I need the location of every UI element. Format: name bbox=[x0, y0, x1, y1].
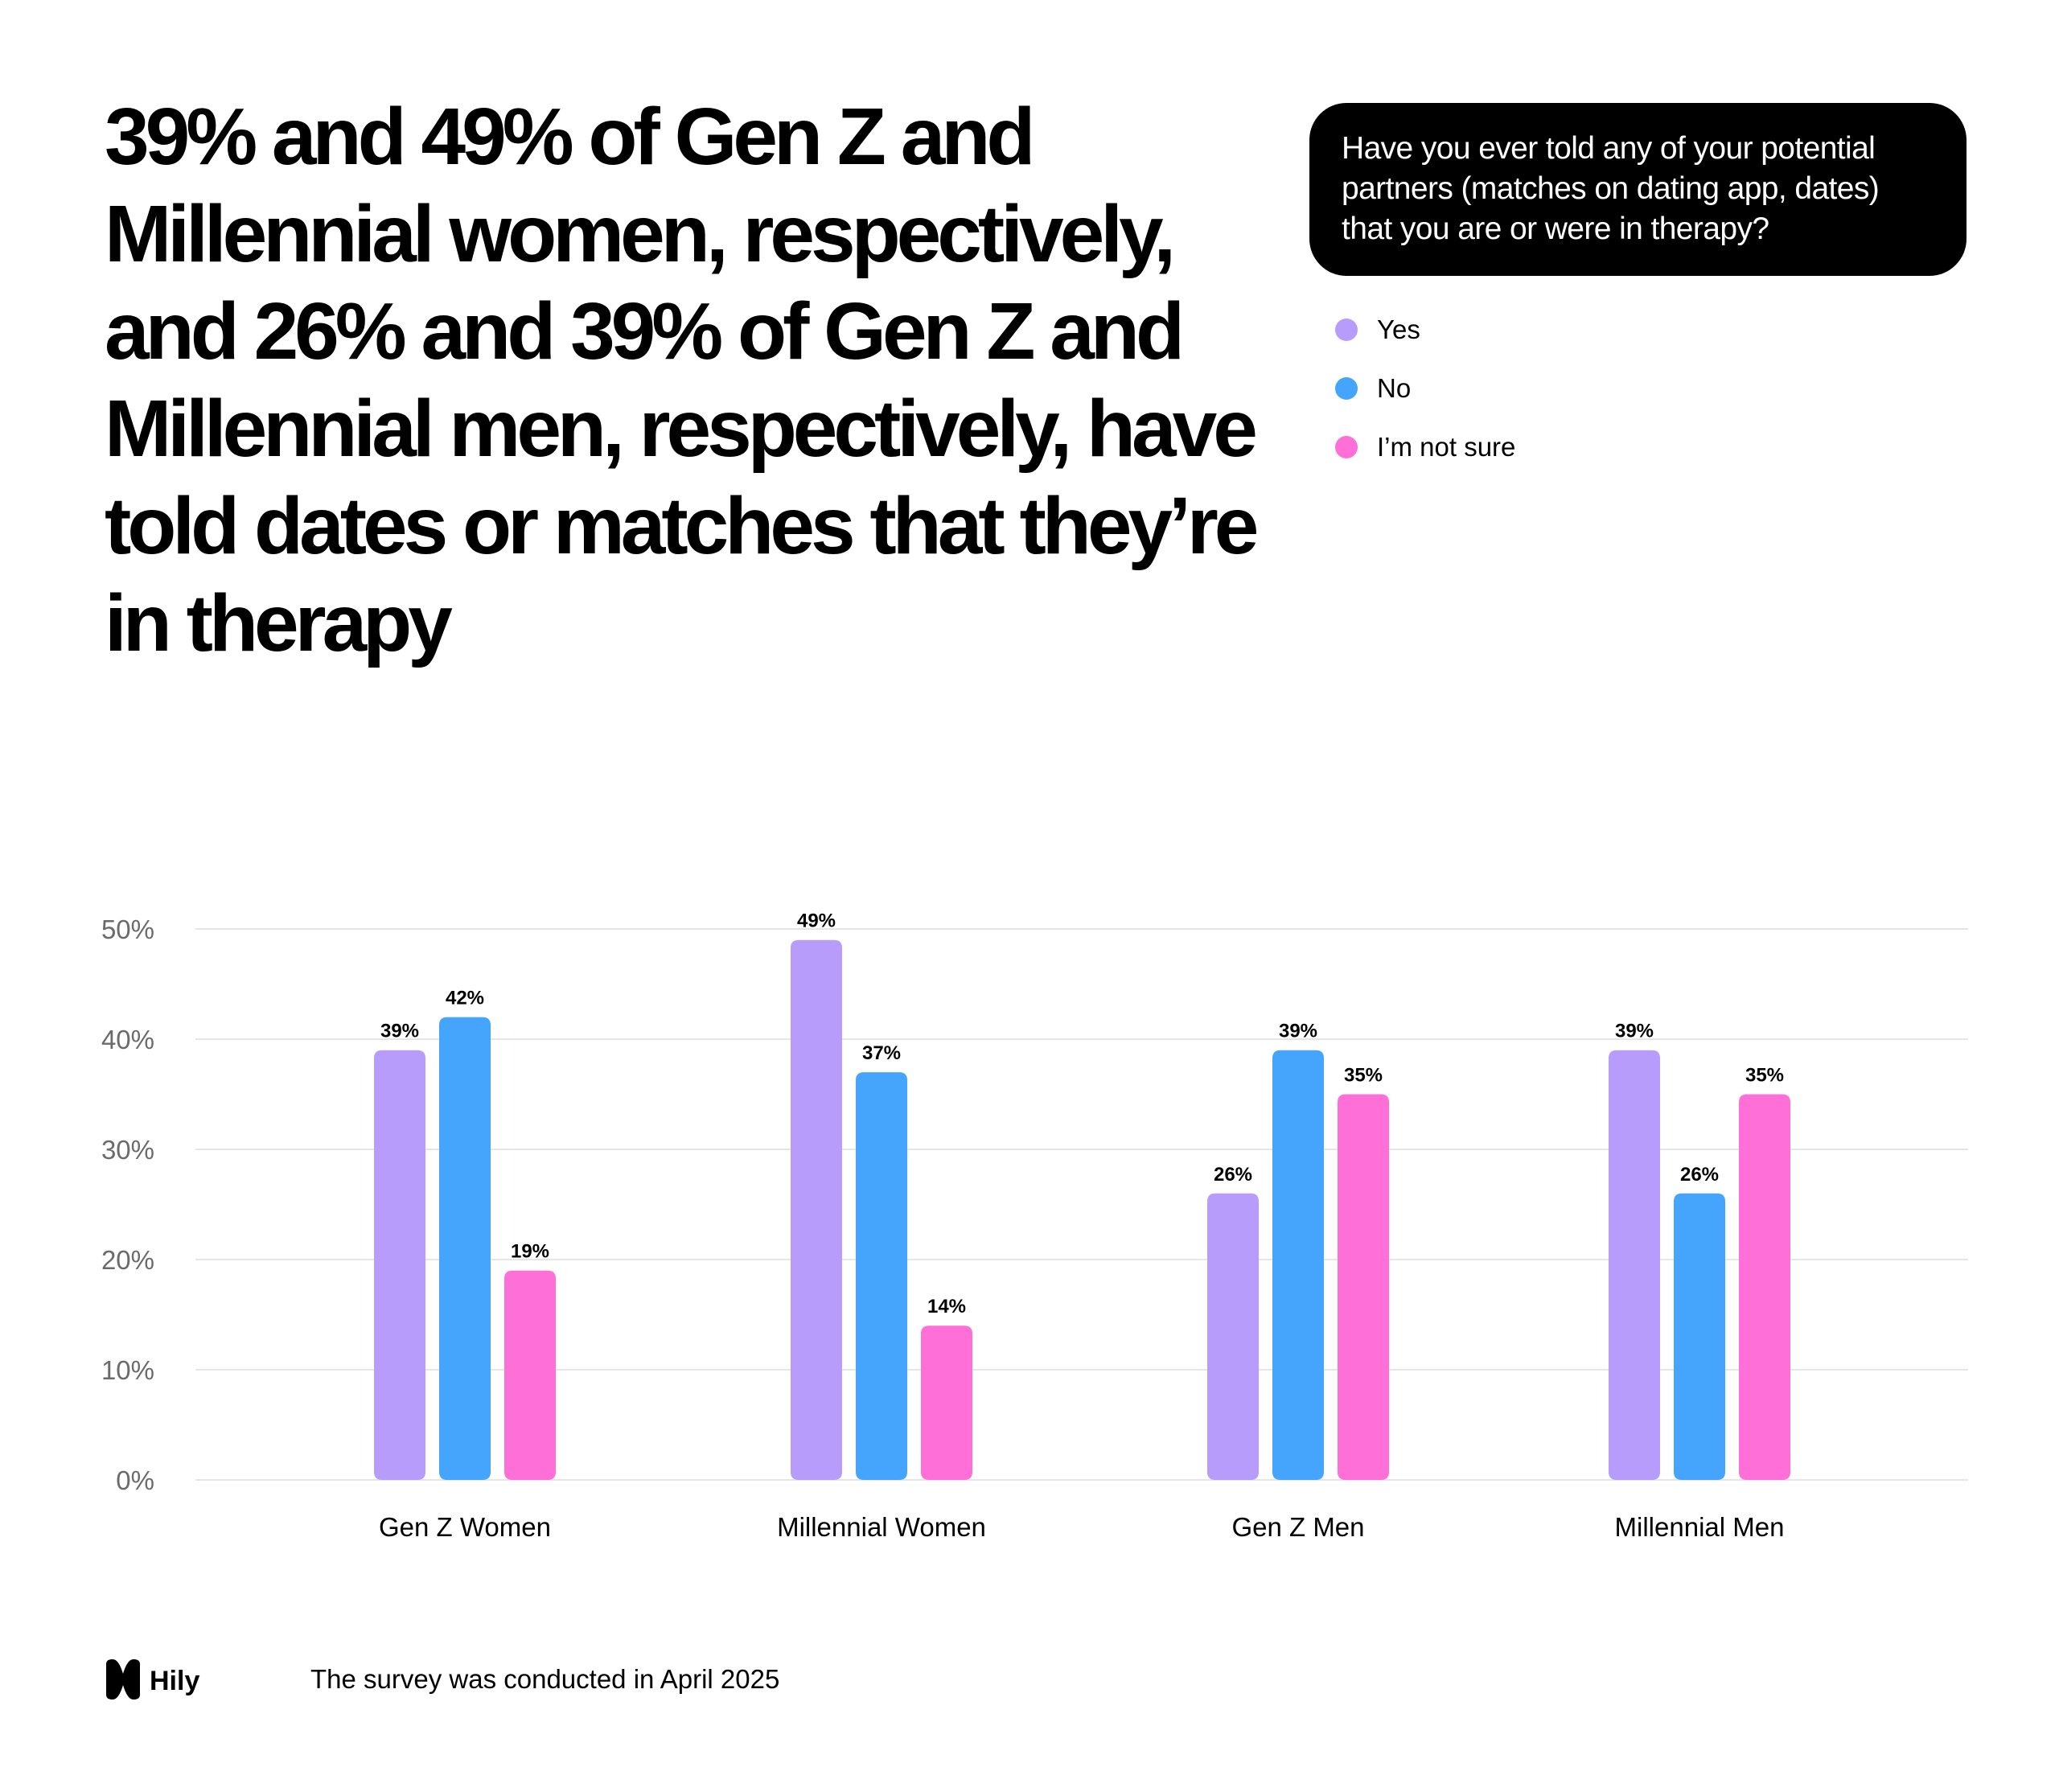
bar-millennial-women-no bbox=[856, 1072, 907, 1480]
x-tick-label: Millennial Men bbox=[1615, 1512, 1785, 1542]
data-label: 19% bbox=[511, 1241, 549, 1263]
hily-logo-icon bbox=[106, 1659, 140, 1700]
data-label: 35% bbox=[1745, 1065, 1784, 1087]
legend-label-yes: Yes bbox=[1377, 314, 1420, 344]
data-label: 42% bbox=[446, 988, 484, 1009]
bar-gen-z-men-yes bbox=[1207, 1193, 1259, 1480]
y-tick-label: 20% bbox=[101, 1245, 154, 1275]
bar-millennial-women-i-m-not-sure bbox=[921, 1326, 972, 1480]
legend-label-not-sure: I’m not sure bbox=[1377, 432, 1516, 462]
bar-gen-z-women-no bbox=[439, 1017, 491, 1480]
bar-gen-z-women-yes bbox=[374, 1050, 425, 1480]
x-tick-label: Millennial Women bbox=[777, 1512, 986, 1542]
legend-dot-not-sure bbox=[1335, 436, 1358, 458]
bars bbox=[374, 939, 1790, 1480]
bar-millennial-men-i-m-not-sure bbox=[1739, 1094, 1790, 1480]
data-labels: 39% 42% 19% 49% 37% 14% 26% 39% 35% 39% 26% 35% bbox=[380, 910, 1784, 1318]
bar-gen-z-men-no bbox=[1272, 1050, 1324, 1480]
bar-gen-z-women-i-m-not-sure bbox=[504, 1270, 556, 1480]
data-label: 35% bbox=[1344, 1065, 1383, 1087]
x-axis-ticks: Gen Z Women Millennial Women Gen Z Men Mill… bbox=[379, 1512, 1784, 1542]
y-tick-label: 40% bbox=[101, 1025, 154, 1054]
y-tick-label: 30% bbox=[101, 1135, 154, 1165]
data-label: 49% bbox=[797, 910, 836, 932]
bar-millennial-women-yes bbox=[791, 939, 842, 1480]
legend-item-no: No bbox=[1335, 369, 1818, 428]
bar-millennial-men-yes bbox=[1609, 1050, 1660, 1480]
legend-dot-no bbox=[1335, 377, 1358, 400]
data-label: 14% bbox=[927, 1296, 966, 1317]
data-label: 39% bbox=[1279, 1021, 1317, 1042]
survey-question-box: Have you ever told any of your potential… bbox=[1309, 103, 1967, 276]
bar-millennial-men-no bbox=[1674, 1193, 1725, 1480]
y-tick-label: 10% bbox=[101, 1355, 154, 1385]
x-tick-label: Gen Z Women bbox=[379, 1512, 551, 1542]
data-label: 39% bbox=[380, 1021, 419, 1042]
brand-name: Hily bbox=[150, 1666, 199, 1696]
bar-gen-z-men-i-m-not-sure bbox=[1338, 1094, 1389, 1480]
bar-chart: 0%10%20%30%40%50% 39%42%19%49%37%14%26%3… bbox=[101, 910, 1968, 1542]
data-label: 26% bbox=[1680, 1164, 1719, 1186]
data-label: 26% bbox=[1214, 1164, 1252, 1186]
x-tick-label: Gen Z Men bbox=[1231, 1512, 1364, 1542]
legend-item-not-sure: I’m not sure bbox=[1335, 428, 1818, 487]
y-tick-label: 50% bbox=[101, 914, 154, 944]
legend-item-yes: Yes bbox=[1335, 310, 1818, 369]
legend-dot-yes bbox=[1335, 319, 1358, 341]
headline: 39% and 49% of Gen Z and Millennial wome… bbox=[105, 92, 1259, 668]
footer-note: The survey was conducted in April 2025 bbox=[310, 1664, 780, 1694]
data-label: 39% bbox=[1615, 1021, 1654, 1042]
y-axis-ticks: 0% 10% 20% 30% 40% 50% bbox=[101, 914, 154, 1495]
legend: Yes No I’m not sure bbox=[1335, 310, 1818, 487]
hily-logo: Hily bbox=[106, 1659, 199, 1700]
legend-label-no: No bbox=[1377, 373, 1412, 403]
y-tick-label: 0% bbox=[116, 1465, 154, 1495]
gridlines bbox=[195, 928, 1968, 1481]
data-label: 37% bbox=[862, 1042, 901, 1064]
